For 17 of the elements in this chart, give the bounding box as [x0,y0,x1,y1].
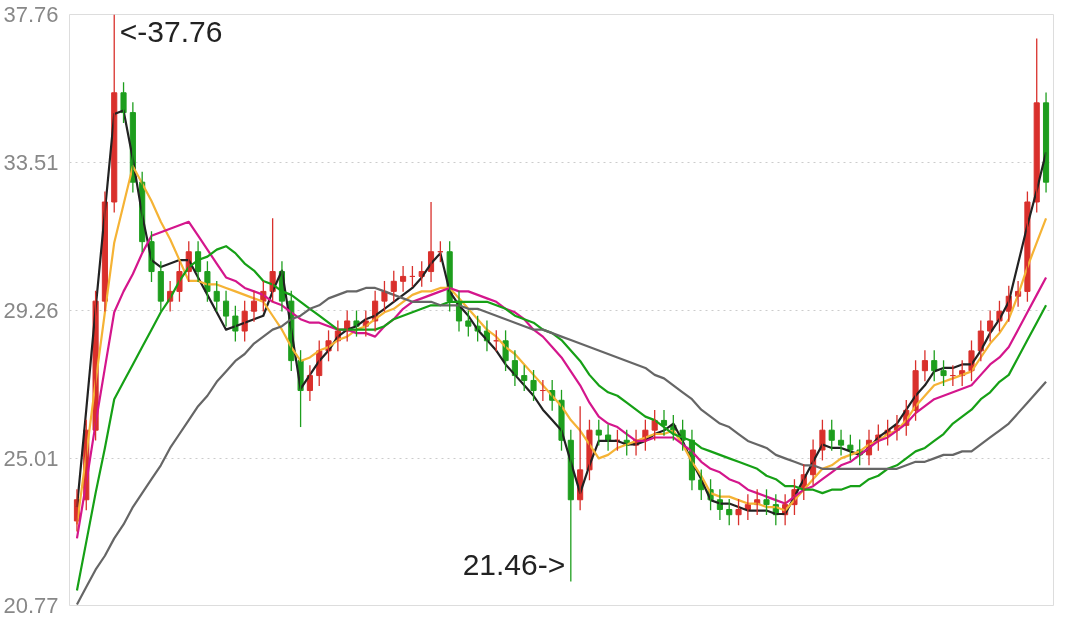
line-series [75,286,1048,606]
candlestick [940,359,947,387]
candlestick [763,488,770,516]
line-series [75,245,1048,592]
annotation: <-37.76 [119,14,223,48]
candlestick [847,434,854,462]
y-tick-label: 33.51 [3,149,59,175]
y-tick-label: 20.77 [3,593,59,618]
annotation: 21.46-> [462,548,566,582]
line-series [75,220,1048,540]
y-tick-label: 25.01 [3,445,59,471]
candlestick [735,498,742,526]
candlestick [120,81,127,124]
candlestick [530,369,537,402]
candlestick [465,309,472,338]
y-tick-label: 29.26 [3,297,59,323]
y-tick-label: 37.76 [3,2,59,27]
